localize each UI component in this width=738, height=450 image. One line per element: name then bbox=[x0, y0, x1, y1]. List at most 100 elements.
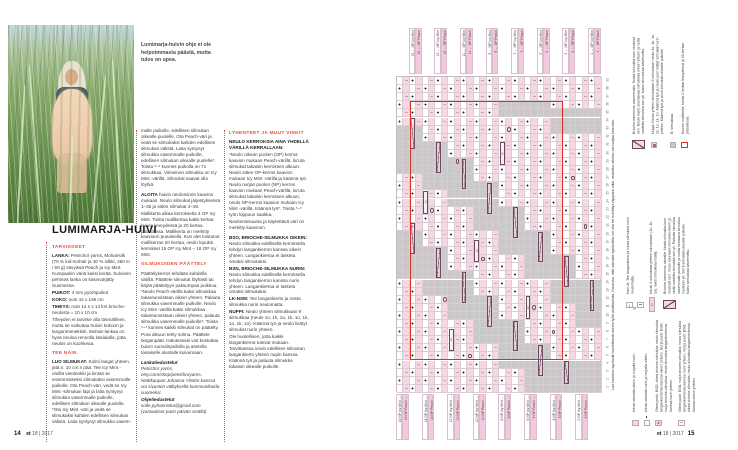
chart-row-label: 4 NP Icy Mint → bbox=[549, 393, 556, 440]
chart-cell bbox=[512, 93, 519, 102]
chart-cell bbox=[512, 279, 519, 288]
chart-cell bbox=[429, 182, 436, 191]
chart-cell bbox=[448, 320, 455, 329]
chart-cell bbox=[454, 230, 461, 239]
chart-cell bbox=[422, 271, 429, 280]
chart-cell bbox=[397, 125, 404, 134]
legend-text: Nsm-lk: Tee langankierto ja nosta silmuk… bbox=[626, 216, 635, 294]
chart-cell bbox=[589, 85, 596, 94]
chart-cell bbox=[569, 166, 577, 175]
chart-cell bbox=[409, 214, 417, 223]
chart-cell bbox=[589, 77, 596, 86]
chart-cell bbox=[582, 352, 589, 361]
chart-cell bbox=[480, 230, 487, 239]
chart-cell bbox=[512, 287, 519, 296]
chart-cell bbox=[416, 190, 423, 199]
chart-cell bbox=[403, 344, 410, 353]
chart-cell bbox=[448, 230, 455, 239]
chart-cell bbox=[454, 141, 461, 150]
legend-text: Neulo 3 silmukkaa yhteen silmukkaan (1o,… bbox=[648, 220, 658, 294]
chart-cell bbox=[454, 271, 461, 280]
chart-cell bbox=[435, 117, 442, 126]
chart-cell bbox=[589, 214, 596, 223]
chart-cell bbox=[454, 320, 461, 329]
chart-cell bbox=[525, 101, 532, 110]
chart-cell bbox=[403, 271, 410, 280]
chart-cell bbox=[537, 149, 545, 158]
chart-cell bbox=[441, 287, 449, 296]
material-item: LANKA: Petrichor yarns, Mohairsilk (70 %… bbox=[52, 253, 131, 289]
chart-cell bbox=[435, 303, 442, 312]
chart-cell bbox=[403, 230, 410, 239]
bobble-symbol bbox=[551, 329, 556, 335]
decrease-symbol bbox=[538, 231, 544, 263]
chart-cell bbox=[493, 125, 500, 134]
chart-row-label: 8 NP Peach → bbox=[504, 393, 512, 440]
section-heading-tee-nain: TEE NÄIN bbox=[52, 350, 77, 356]
chart-cell bbox=[563, 222, 570, 231]
chart-cell bbox=[576, 117, 583, 126]
chart-cell bbox=[589, 166, 596, 175]
chart-cell bbox=[467, 368, 474, 377]
chart-cell bbox=[518, 133, 525, 142]
chart-cell bbox=[409, 77, 417, 86]
chart-cell bbox=[589, 190, 596, 199]
chart-cell bbox=[416, 182, 423, 191]
chart-cell bbox=[448, 166, 455, 175]
chart-cell bbox=[576, 158, 583, 167]
chart-cell bbox=[525, 320, 532, 329]
chart-cell bbox=[518, 271, 525, 280]
chart-cell bbox=[397, 198, 404, 207]
chart-cell bbox=[544, 255, 551, 264]
chart-cell bbox=[486, 133, 493, 142]
chart-cell bbox=[525, 222, 532, 231]
chart-cell bbox=[569, 239, 577, 248]
chart-cell bbox=[467, 263, 474, 272]
chart-cell bbox=[525, 109, 532, 118]
chart-cell bbox=[454, 311, 461, 320]
chart-cell bbox=[563, 239, 570, 248]
chart-cell bbox=[454, 303, 461, 312]
chart-cell bbox=[416, 247, 423, 256]
decrease-symbol bbox=[436, 247, 441, 279]
chart-cell bbox=[454, 368, 461, 377]
chart-cell bbox=[493, 190, 500, 199]
chart-cell bbox=[454, 85, 461, 94]
chart-cell bbox=[473, 328, 481, 337]
chart-cell bbox=[544, 295, 551, 304]
decrease-symbol bbox=[564, 255, 569, 287]
chart-cell bbox=[595, 230, 602, 239]
chart-cell bbox=[589, 311, 596, 320]
chart-cell bbox=[441, 320, 449, 329]
chart-cell bbox=[493, 101, 500, 110]
chart-cell bbox=[518, 328, 525, 337]
legend-entry: Brioche-kavennus oikealle: Nosta silmukk… bbox=[663, 216, 691, 314]
chart-cell bbox=[569, 149, 577, 158]
chart-cell bbox=[595, 239, 602, 248]
chart-cell bbox=[467, 198, 474, 207]
chart-cell bbox=[595, 174, 602, 183]
chart-cell bbox=[480, 263, 487, 272]
chart-cell bbox=[480, 271, 487, 280]
chart-cell bbox=[461, 336, 468, 345]
chart-cell bbox=[589, 206, 596, 215]
chart-cell bbox=[422, 174, 429, 183]
chart-cell bbox=[397, 190, 404, 199]
chart-cell bbox=[518, 182, 525, 191]
chart-cell bbox=[409, 182, 417, 191]
chart-cell bbox=[473, 117, 481, 126]
chart-cell bbox=[569, 109, 577, 118]
chart-cell bbox=[467, 85, 474, 94]
chart-cell bbox=[461, 222, 468, 231]
chart-cell bbox=[563, 230, 570, 239]
chart-cell bbox=[480, 247, 487, 256]
chart-cell bbox=[461, 320, 468, 329]
chart-cell bbox=[499, 166, 506, 175]
chart-cell bbox=[441, 190, 449, 199]
chart-cell bbox=[416, 133, 423, 142]
chart-cell bbox=[595, 279, 602, 288]
chart-cell bbox=[576, 230, 583, 239]
chart-cell bbox=[493, 174, 500, 183]
chart-cell bbox=[448, 125, 455, 134]
chart-cell bbox=[429, 368, 436, 377]
